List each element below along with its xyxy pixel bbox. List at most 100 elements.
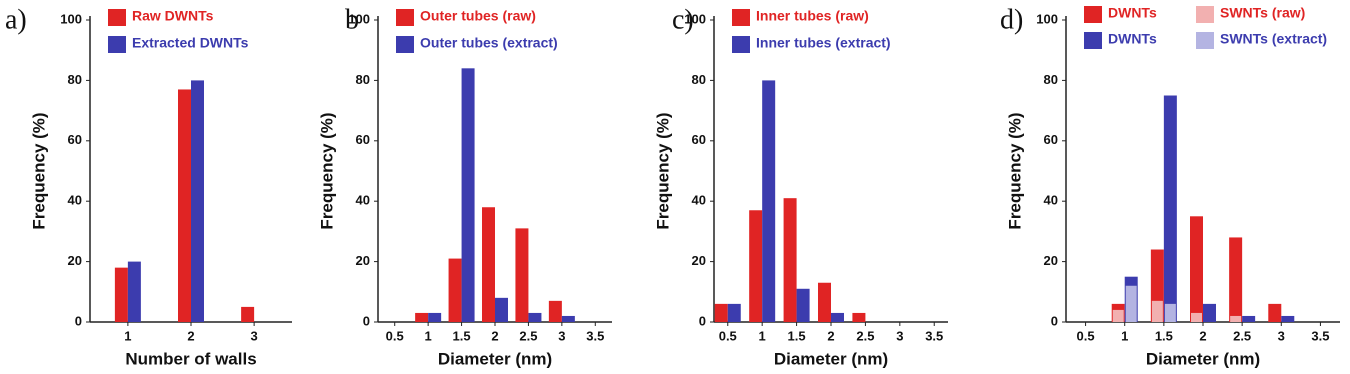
bar [415, 312, 429, 322]
bar [1191, 312, 1202, 322]
panel-label: c) [672, 4, 694, 35]
bar [127, 261, 141, 322]
bar [852, 312, 866, 322]
y-tick-label: 80 [1044, 72, 1058, 87]
y-tick-label: 40 [692, 193, 706, 208]
x-tick-label: 1 [425, 328, 432, 343]
x-tick-label: 1 [124, 328, 131, 343]
y-tick-label: 60 [1044, 132, 1058, 147]
x-tick-label: 1.5 [1155, 328, 1173, 343]
x-tick-label: 2 [187, 328, 194, 343]
y-axis-label: Frequency (%) [317, 112, 336, 229]
x-tick-label: 2 [827, 328, 834, 343]
y-tick-label: 60 [692, 132, 706, 147]
bar [1125, 285, 1137, 322]
legend-label: DWNTs [1108, 5, 1157, 21]
bar [1190, 216, 1203, 322]
bar [1163, 95, 1177, 322]
x-tick-label: 1 [1121, 328, 1128, 343]
y-axis-label: Frequency (%) [29, 112, 48, 229]
legend-label: SWNTs (extract) [1220, 31, 1327, 47]
bar [762, 80, 776, 323]
y-tick-label: 80 [356, 72, 370, 87]
bar [178, 89, 191, 323]
panel-label: a) [5, 4, 27, 35]
bar [241, 306, 255, 322]
bar [1164, 303, 1176, 322]
y-tick-label: 20 [692, 253, 706, 268]
legend-swatch [1196, 32, 1214, 49]
legend-swatch [108, 36, 126, 53]
x-tick-label: 2.5 [1233, 328, 1251, 343]
y-tick-label: 0 [363, 313, 370, 328]
x-tick-label: 1.5 [788, 328, 806, 343]
bar [461, 68, 475, 322]
x-tick-label: 2 [491, 328, 498, 343]
bar [548, 300, 562, 322]
legend-swatch [1196, 6, 1214, 23]
legend-swatch [732, 9, 750, 26]
legend-label: SWNTs (raw) [1220, 5, 1305, 21]
x-tick-label: 3.5 [586, 328, 604, 343]
x-tick-label: 3 [558, 328, 565, 343]
bar [783, 198, 797, 322]
y-tick-label: 0 [75, 313, 82, 328]
legend-swatch [1084, 32, 1102, 49]
legend-label: Inner tubes (extract) [756, 35, 891, 51]
bar [482, 207, 495, 322]
y-tick-label: 20 [356, 253, 370, 268]
bar [528, 312, 542, 322]
y-tick-label: 40 [68, 193, 82, 208]
x-tick-label: 3 [1278, 328, 1285, 343]
legend-label: Extracted DWNTs [132, 35, 249, 51]
bar [428, 312, 442, 322]
x-tick-label: 3.5 [925, 328, 943, 343]
x-tick-label: 0.5 [719, 328, 737, 343]
y-tick-label: 60 [356, 132, 370, 147]
y-tick-label: 60 [68, 132, 82, 147]
legend-swatch [108, 9, 126, 26]
legend-label: Raw DWNTs [132, 8, 214, 24]
y-tick-label: 20 [68, 253, 82, 268]
y-tick-label: 0 [699, 313, 706, 328]
legend-swatch [396, 36, 414, 53]
bar [818, 282, 831, 322]
y-tick-label: 100 [684, 11, 706, 26]
bar [727, 303, 741, 322]
y-axis-label: Frequency (%) [1005, 112, 1024, 229]
y-tick-label: 100 [348, 11, 370, 26]
bar [1203, 303, 1216, 322]
bar [749, 210, 763, 322]
x-axis-label: Diameter (nm) [774, 349, 888, 368]
legend-label: Outer tubes (extract) [420, 35, 558, 51]
panel-label: b [345, 4, 359, 35]
bar [561, 315, 575, 322]
legend-label: Outer tubes (raw) [420, 8, 536, 24]
x-tick-label: 2.5 [856, 328, 874, 343]
y-tick-label: 40 [1044, 193, 1058, 208]
x-tick-label: 3 [896, 328, 903, 343]
bar [1112, 309, 1124, 322]
y-tick-label: 40 [356, 193, 370, 208]
x-tick-label: 2.5 [519, 328, 537, 343]
x-tick-label: 3.5 [1311, 328, 1329, 343]
legend-swatch [1084, 6, 1102, 23]
bar [714, 303, 728, 322]
bar [495, 297, 508, 322]
bar [448, 258, 462, 322]
bar [1281, 315, 1295, 322]
x-axis-label: Diameter (nm) [438, 349, 552, 368]
x-tick-label: 1.5 [453, 328, 471, 343]
panel-label: d) [1000, 4, 1023, 35]
x-axis-label: Number of walls [125, 349, 256, 368]
y-tick-label: 20 [1044, 253, 1058, 268]
bar [796, 288, 810, 322]
bar [831, 312, 844, 322]
bar [114, 267, 128, 322]
bar [1151, 300, 1163, 322]
legend-label: Inner tubes (raw) [756, 8, 869, 24]
x-tick-label: 1 [759, 328, 766, 343]
legend-swatch [732, 36, 750, 53]
y-tick-label: 80 [692, 72, 706, 87]
